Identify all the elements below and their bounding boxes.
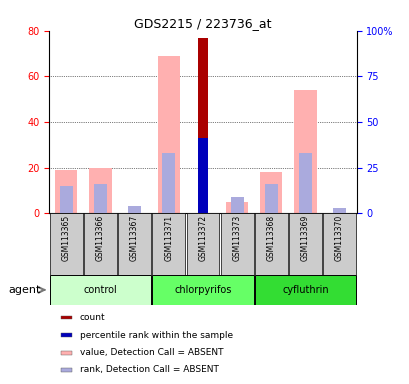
- Text: GSM113365: GSM113365: [62, 215, 71, 262]
- Bar: [225, 202, 247, 213]
- Bar: [186, 213, 219, 275]
- Bar: [254, 213, 287, 275]
- Bar: [152, 275, 253, 305]
- Text: control: control: [83, 285, 117, 295]
- Text: GSM113368: GSM113368: [266, 215, 275, 261]
- Bar: [260, 172, 282, 213]
- Text: GSM113372: GSM113372: [198, 215, 207, 261]
- Bar: [118, 213, 151, 275]
- Text: rank, Detection Call = ABSENT: rank, Detection Call = ABSENT: [80, 365, 218, 374]
- Bar: [89, 168, 111, 213]
- Bar: [61, 368, 72, 372]
- Text: count: count: [80, 313, 106, 322]
- Bar: [162, 153, 175, 213]
- Bar: [84, 213, 117, 275]
- Text: cyfluthrin: cyfluthrin: [281, 285, 328, 295]
- Bar: [220, 213, 253, 275]
- Bar: [288, 213, 321, 275]
- Text: GSM113369: GSM113369: [300, 215, 309, 262]
- Bar: [157, 56, 180, 213]
- Bar: [61, 351, 72, 354]
- Bar: [60, 186, 72, 213]
- Text: chlorpyrifos: chlorpyrifos: [174, 285, 231, 295]
- Text: GSM113370: GSM113370: [334, 215, 343, 262]
- Bar: [230, 197, 243, 213]
- Bar: [322, 213, 355, 275]
- Bar: [55, 170, 77, 213]
- Text: agent: agent: [9, 285, 41, 295]
- Bar: [152, 213, 185, 275]
- Bar: [50, 275, 151, 305]
- Bar: [332, 208, 345, 213]
- Title: GDS2215 / 223736_at: GDS2215 / 223736_at: [134, 17, 271, 30]
- Text: GSM113373: GSM113373: [232, 215, 241, 262]
- Text: GSM113366: GSM113366: [96, 215, 105, 262]
- Bar: [198, 139, 207, 213]
- Text: GSM113367: GSM113367: [130, 215, 139, 262]
- Bar: [50, 213, 83, 275]
- Bar: [128, 206, 141, 213]
- Bar: [94, 184, 107, 213]
- Text: GSM113371: GSM113371: [164, 215, 173, 261]
- Bar: [198, 38, 207, 213]
- Bar: [254, 275, 355, 305]
- Text: value, Detection Call = ABSENT: value, Detection Call = ABSENT: [80, 348, 223, 357]
- Text: percentile rank within the sample: percentile rank within the sample: [80, 331, 232, 340]
- Bar: [61, 316, 72, 319]
- Bar: [298, 153, 311, 213]
- Bar: [294, 90, 316, 213]
- Bar: [264, 184, 277, 213]
- Bar: [61, 333, 72, 338]
